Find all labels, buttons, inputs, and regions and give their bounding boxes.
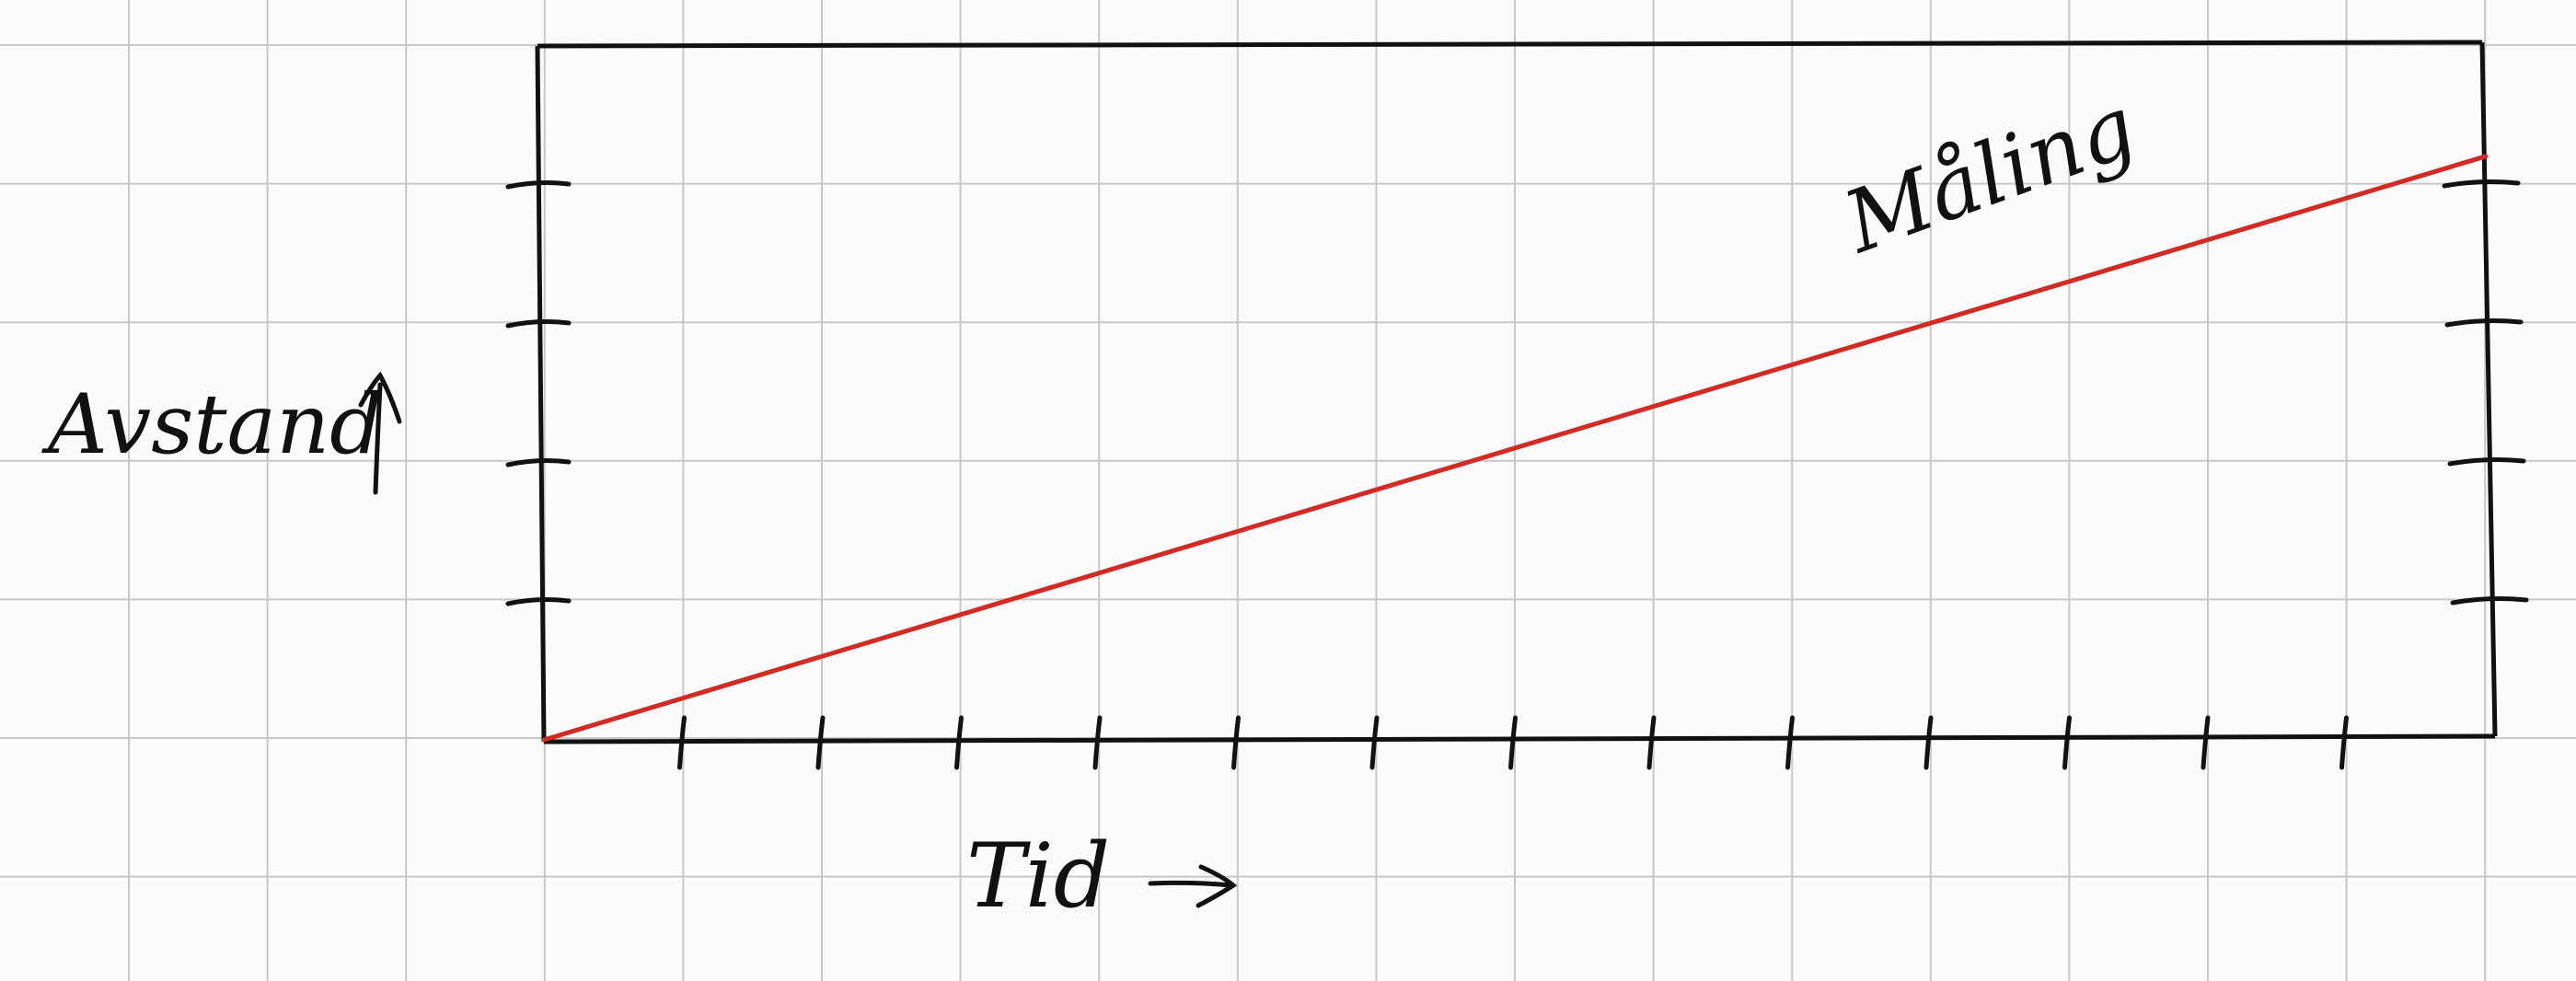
y-tick-right xyxy=(2447,457,2526,467)
x-tick xyxy=(2339,715,2349,770)
x-tick xyxy=(1508,715,1518,770)
y-tick-left xyxy=(505,180,572,190)
x-tick xyxy=(815,715,826,770)
y-tick-right xyxy=(2450,596,2529,606)
x-tick xyxy=(1646,715,1657,770)
axis-ticks xyxy=(505,179,2529,770)
x-tick xyxy=(1923,715,1934,770)
arrow-up-icon xyxy=(358,371,402,495)
series-group xyxy=(541,154,2489,743)
y-axis-line xyxy=(535,45,547,743)
y-tick-left xyxy=(505,319,572,329)
x-tick xyxy=(1231,715,1241,770)
x-axis-label: Tid xyxy=(966,825,1110,928)
x-tick xyxy=(2201,715,2211,770)
y-axis-label: Avstand xyxy=(41,376,383,473)
plot-frame xyxy=(535,40,2498,744)
y-tick-right xyxy=(2442,179,2521,189)
series-line xyxy=(541,154,2489,743)
x-axis-line xyxy=(543,733,2496,744)
y-tick-left xyxy=(505,597,572,606)
x-tick xyxy=(1369,715,1380,770)
frame-right xyxy=(2479,41,2498,737)
x-tick xyxy=(1092,715,1103,770)
x-tick xyxy=(954,715,964,770)
series-label: Måling xyxy=(1831,77,2148,273)
x-tick xyxy=(1785,715,1795,770)
y-tick-left xyxy=(505,458,572,467)
frame-top xyxy=(537,40,2483,49)
axis-labels: Avstand Tid xyxy=(41,371,1238,928)
arrow-right-icon xyxy=(1148,864,1238,908)
x-tick xyxy=(2062,715,2072,770)
x-tick xyxy=(677,715,687,770)
y-tick-right xyxy=(2444,318,2524,328)
